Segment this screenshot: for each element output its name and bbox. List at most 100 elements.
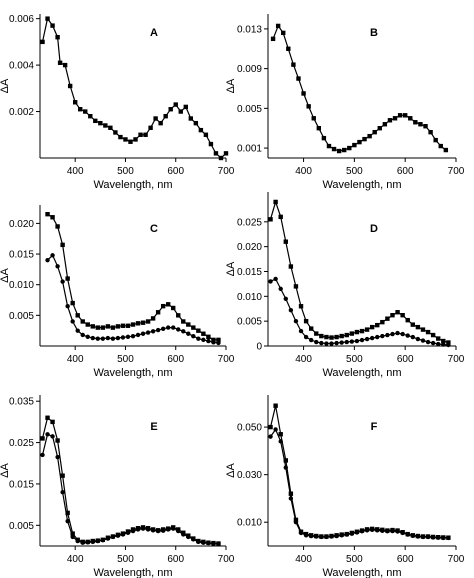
data-point-e-1-11 — [95, 538, 101, 544]
data-point-b-0-11 — [326, 143, 332, 149]
data-point-d-0-1 — [273, 199, 278, 205]
data-point-b-0-33 — [438, 143, 443, 149]
data-point-d-1-18 — [359, 337, 365, 343]
data-point-d-0-28 — [410, 322, 416, 327]
data-point-d-1-1 — [273, 276, 278, 282]
data-point-d-0-18 — [359, 328, 365, 334]
data-point-e-1-31 — [196, 539, 201, 545]
data-point-d-0-12 — [329, 335, 334, 340]
panel-d: 400 500 600 700 0 0.005 0.010 0.015 0.020 0.025 Wa… — [225, 192, 465, 379]
data-point-c-0-32 — [206, 334, 211, 340]
data-point-b-0-20 — [372, 129, 377, 135]
data-point-c-1-3 — [60, 279, 65, 284]
data-point-c-0-5 — [70, 300, 75, 306]
data-point-d-1-0 — [268, 279, 273, 284]
data-point-e-1-0 — [40, 452, 45, 458]
data-point-b-0-26 — [402, 113, 408, 118]
data-point-c-0-30 — [196, 328, 201, 333]
x-axis-label-a: Wavelength, nm — [93, 179, 172, 191]
data-point-d-0-22 — [380, 319, 385, 325]
data-point-f-0-2 — [278, 432, 283, 437]
data-point-d-1-11 — [324, 341, 329, 346]
data-point-c-0-4 — [65, 276, 70, 281]
data-point-e-1-3 — [55, 454, 60, 460]
data-point-a-0-0 — [40, 39, 45, 45]
data-point-c-1-20 — [145, 330, 151, 335]
data-point-a-0-18 — [128, 139, 133, 144]
data-point-d-1-31 — [425, 339, 431, 345]
data-point-d-0-27 — [405, 317, 410, 323]
data-point-c-0-10 — [95, 325, 101, 330]
data-point-a-0-6 — [67, 83, 73, 89]
panel-label-b: B — [370, 27, 378, 39]
data-point-d-1-12 — [329, 341, 334, 346]
data-point-d-0-7 — [303, 318, 309, 324]
data-point-d-0-0 — [268, 217, 273, 222]
data-point-f-1-25 — [395, 529, 400, 534]
data-point-c-0-22 — [155, 310, 161, 315]
y-tick-label-e-3: 0.035 — [9, 397, 34, 408]
data-point-f-1-30 — [420, 534, 426, 540]
data-point-e-1-5 — [65, 518, 70, 524]
data-point-d-0-6 — [298, 304, 304, 309]
y-tick-label-f-0: 0.010 — [237, 518, 262, 529]
data-point-c-1-25 — [171, 325, 176, 330]
data-point-d-0-16 — [349, 331, 355, 336]
data-point-e-1-29 — [186, 534, 191, 540]
series-line-b-0 — [272, 24, 447, 152]
data-point-e-1-17 — [125, 530, 131, 535]
data-point-f-1-12 — [329, 534, 334, 539]
data-point-f-0-0 — [268, 424, 273, 430]
data-point-d-1-33 — [436, 341, 441, 347]
data-point-d-0-35 — [446, 340, 451, 345]
data-point-c-1-10 — [95, 336, 101, 341]
data-point-e-1-25 — [165, 527, 171, 532]
data-point-e-1-12 — [100, 538, 106, 543]
y-tick-label-a-1: 0.004 — [9, 61, 34, 72]
data-point-b-0-12 — [331, 146, 337, 152]
data-point-d-0-34 — [441, 338, 446, 344]
data-point-e-1-2 — [50, 434, 55, 439]
data-point-c-0-18 — [135, 321, 141, 326]
data-point-c-1-12 — [105, 335, 111, 341]
data-point-c-1-11 — [100, 336, 106, 341]
data-point-e-1-18 — [130, 528, 136, 534]
y-tick-label-c-0: 0.005 — [9, 311, 34, 322]
data-point-c-1-4 — [65, 303, 70, 309]
data-point-f-1-11 — [324, 534, 329, 540]
panel-e: 400 500 600 700 0.005 0.015 0.025 0.035 Waveleng… — [0, 395, 235, 578]
data-point-f-1-32 — [430, 535, 436, 540]
panel-f: 400 500 600 700 0.010 0.030 0.050 Wavelength, n… — [225, 395, 465, 578]
data-point-d-1-9 — [314, 339, 319, 345]
data-point-c-1-30 — [196, 336, 201, 341]
data-point-d-0-24 — [390, 313, 395, 318]
data-point-b-0-4 — [291, 62, 296, 67]
data-point-b-0-30 — [423, 124, 428, 129]
data-point-f-1-8 — [308, 533, 314, 539]
data-point-e-0-2 — [50, 419, 55, 425]
data-point-c-1-24 — [165, 325, 171, 330]
y-tick-label-f-2: 0.050 — [237, 423, 262, 434]
data-point-f-1-26 — [400, 530, 405, 536]
data-point-a-0-17 — [123, 137, 128, 142]
data-point-d-1-27 — [405, 333, 410, 338]
data-point-f-1-34 — [441, 535, 446, 541]
data-point-a-0-8 — [78, 107, 83, 112]
data-point-c-1-14 — [115, 335, 121, 341]
data-point-e-1-15 — [115, 533, 121, 538]
x-tick-label-f-2: 600 — [397, 554, 414, 565]
data-point-a-0-13 — [103, 123, 108, 128]
data-point-c-0-9 — [90, 324, 95, 329]
data-point-e-0-0 — [40, 436, 45, 441]
y-tick-label-e-2: 0.025 — [9, 438, 34, 449]
data-point-b-0-27 — [408, 116, 413, 121]
data-point-d-0-8 — [308, 326, 314, 331]
data-point-a-0-24 — [158, 120, 163, 126]
x-tick-label-f-0: 400 — [295, 554, 312, 565]
y-tick-label-c-2: 0.015 — [9, 250, 34, 261]
data-point-b-0-32 — [433, 137, 438, 143]
data-point-a-0-37 — [223, 151, 229, 156]
data-point-e-1-33 — [206, 540, 211, 546]
data-point-e-0-1 — [45, 415, 50, 420]
data-point-c-1-29 — [191, 333, 196, 339]
